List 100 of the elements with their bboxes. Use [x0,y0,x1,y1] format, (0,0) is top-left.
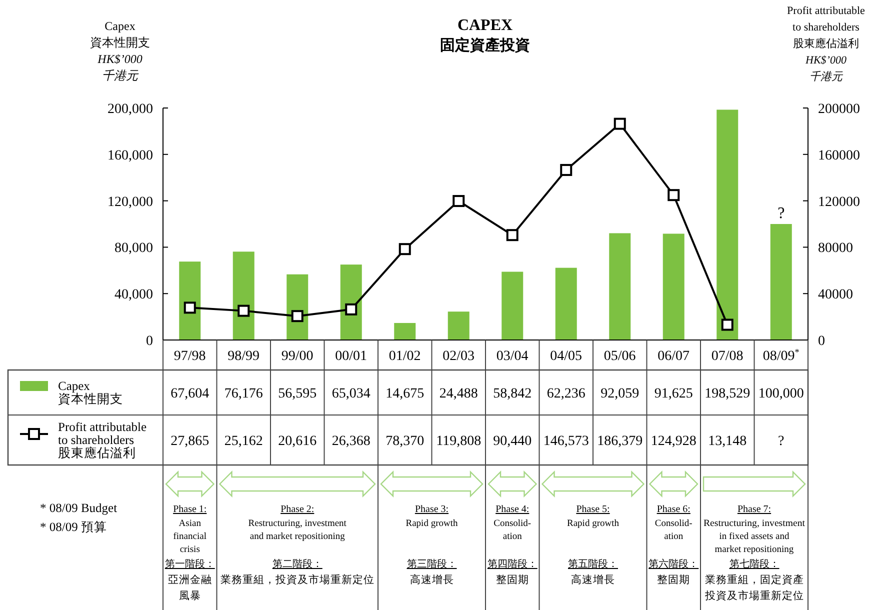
data-label: 58,842 [493,386,532,402]
bar [609,233,631,340]
y-tick-label: 80,000 [114,241,153,256]
bar [662,234,684,340]
bar [394,322,416,340]
data-label: 67,604 [170,386,210,402]
x-tick-label: 97/98 [174,349,206,364]
bar [770,224,792,340]
data-label: 24,488 [439,386,478,402]
data-label: 13,148 [708,434,747,449]
x-tick-label: 98/99 [228,349,260,364]
annotation: ? [778,205,785,222]
bar [179,262,201,340]
point [345,303,358,316]
text: * 08/09 Budget [40,501,118,515]
text: Consolid- ation [494,519,532,542]
bar [232,252,254,340]
bar [340,264,362,340]
x-tick-label: 99/00 [281,349,314,364]
x-tick-label: 07/08 [711,349,744,364]
text: Restructuring, investment and market repositioning [248,519,347,542]
text: Phase 7: [737,504,772,515]
data-label: 25,162 [224,434,263,449]
bar [555,268,577,340]
data-label: 27,865 [170,434,210,449]
y2-tick-label: 0 [818,334,825,349]
data-label: 119,808 [436,434,482,449]
y-tick-label: 40,000 [114,288,153,303]
data-label: 65,034 [332,386,370,402]
y-axis-title: Capex 資本性開支 HK$’000 千港元 [90,19,150,82]
text: 第四階段： [487,558,538,570]
y2-tick-label: 40000 [818,288,853,303]
data-label: 14,675 [386,386,424,402]
point [238,304,250,317]
y2-tick-label: 120000 [818,194,860,210]
point [506,229,518,242]
y2-tick-label: 80000 [818,241,853,256]
point [668,189,680,202]
y2-tick-label: 160000 [818,148,860,164]
text: Phase 2: [280,504,314,515]
y-tick-label: 200,000 [108,102,153,117]
data-label: 186,379 [597,434,643,449]
data-label: 78,370 [386,434,424,449]
point [398,243,411,256]
x-tick-label: 00/01 [335,349,368,364]
data-label: 92,059 [600,386,640,402]
point [721,318,734,331]
y-tick-label: 0 [146,334,153,349]
text: 高速增長 [410,573,454,586]
text: 業務重組，投資及市場重新定位 [220,573,374,586]
bar [716,110,738,340]
text: 高速增長 [571,573,615,586]
x-tick-label: 03/04 [496,349,528,364]
text: ? [778,434,784,449]
x-tick-label: 08/09$^{*}$ [762,347,800,364]
text: Rapid growth [406,519,458,529]
x-tick-label: 06/07 [658,349,690,364]
legend-label: Capex 資本性開支 [58,379,123,406]
text: Restructuring, investment in fixed assets and market repositioning [704,519,806,555]
text: Phase 5: [576,504,610,515]
x-tick-label: 04/05 [550,349,582,364]
data-label: 26,368 [332,434,370,449]
data-label: 100,000 [758,386,804,402]
y2-axis-title: Profit attributable to shareholders 股東應佔溢利 HK$’000 千港元 [787,5,866,83]
point [560,164,572,176]
x-tick-label: 05/06 [604,349,636,364]
text: Rapid growth [567,519,620,529]
text: 整固期 [657,574,690,586]
text: 第五階段： [568,558,618,570]
data-label: 91,625 [654,386,693,402]
chart-subtitle: 固定資產投資 [440,36,530,54]
text: Phase 3: [414,504,449,515]
text: 第七階段： [729,558,780,570]
chart-title: CAPEX [457,17,513,34]
data-label: 198,529 [704,386,750,402]
point [614,118,626,130]
data-label: 20,616 [278,434,317,449]
text: Consolid- ation [654,519,692,542]
point [291,310,304,322]
text: 亞洲金融風暴 [168,573,212,602]
legend-label: Profit attributable to shareholders 股東應佔溢利 [58,420,147,460]
point [184,302,196,314]
text: 第六階段： [648,558,699,570]
data-label: 76,176 [224,386,263,402]
text: Phase 4: [496,504,530,515]
text: 業務重組，固定資產投資及市場重新定位 [704,573,804,602]
x-tick-label: 02/03 [442,349,475,364]
text: 第一階段： [164,558,215,570]
point [452,195,465,208]
x-tick-label: 01/02 [388,349,421,364]
text: 整固期 [496,574,529,586]
text: 第二階段： [272,558,322,570]
text: Phase 6: [656,504,690,515]
text: * 08/09 預算 [40,520,107,534]
y2-tick-label: 200000 [818,102,860,117]
bar [502,272,524,340]
data-label: 124,928 [650,434,696,449]
data-label: 146,573 [543,434,589,449]
text: Phase 1: [173,504,207,515]
text: 第三階段： [406,558,457,570]
